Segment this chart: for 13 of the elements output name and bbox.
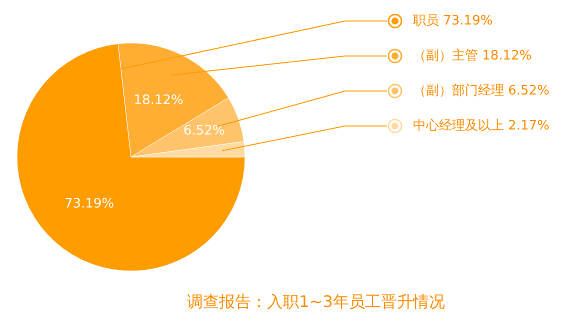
text: 18.12%	[482, 48, 532, 64]
data-label: 6.52%	[183, 124, 225, 139]
data-label: 2.17%	[508, 118, 550, 134]
text: 6.52%	[508, 84, 550, 99]
legend-label: 职员	[413, 14, 439, 29]
legend-label: （副）部门经理	[413, 84, 504, 99]
data-label: 73.19%	[64, 196, 114, 212]
text: 73.19%	[443, 14, 493, 29]
legend-label: （副）主管	[413, 48, 478, 64]
data-label: 18.12%	[134, 93, 184, 108]
text: 调查报告：入职1~3年员工晋升情况	[187, 292, 445, 311]
pie-slice	[16, 43, 246, 272]
legend-label: 中心经理及以上	[413, 118, 504, 134]
